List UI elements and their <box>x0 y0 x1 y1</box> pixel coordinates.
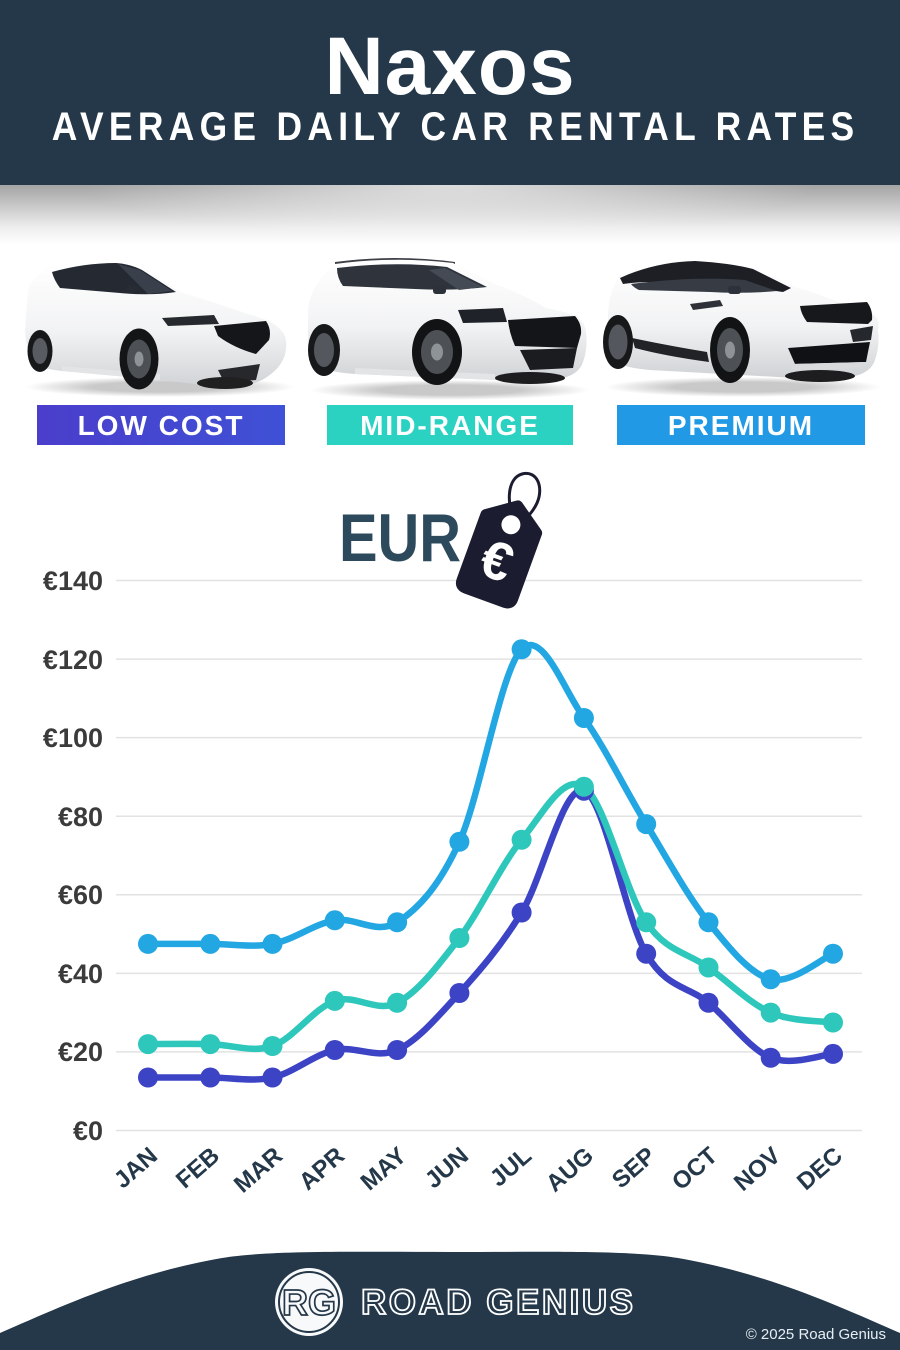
svg-text:NOV: NOV <box>729 1142 786 1197</box>
svg-text:€80: €80 <box>58 802 103 832</box>
svg-text:FEB: FEB <box>171 1142 225 1194</box>
svg-text:SEP: SEP <box>607 1142 661 1194</box>
svg-text:€140: €140 <box>43 566 103 596</box>
svg-text:DEC: DEC <box>792 1142 848 1196</box>
svg-text:JUL: JUL <box>485 1142 537 1192</box>
svg-text:JAN: JAN <box>109 1142 163 1194</box>
svg-text:MAR: MAR <box>229 1142 288 1198</box>
svg-text:€40: €40 <box>58 959 103 989</box>
svg-text:€100: €100 <box>43 723 103 753</box>
svg-text:€0: €0 <box>73 1116 103 1146</box>
svg-text:OCT: OCT <box>667 1142 723 1196</box>
svg-text:MAY: MAY <box>356 1142 412 1196</box>
svg-text:APR: APR <box>294 1142 350 1196</box>
svg-text:€60: €60 <box>58 880 103 910</box>
svg-text:€20: €20 <box>58 1037 103 1067</box>
svg-text:JUN: JUN <box>420 1142 474 1194</box>
svg-text:AUG: AUG <box>541 1142 599 1197</box>
svg-text:€120: €120 <box>43 645 103 675</box>
